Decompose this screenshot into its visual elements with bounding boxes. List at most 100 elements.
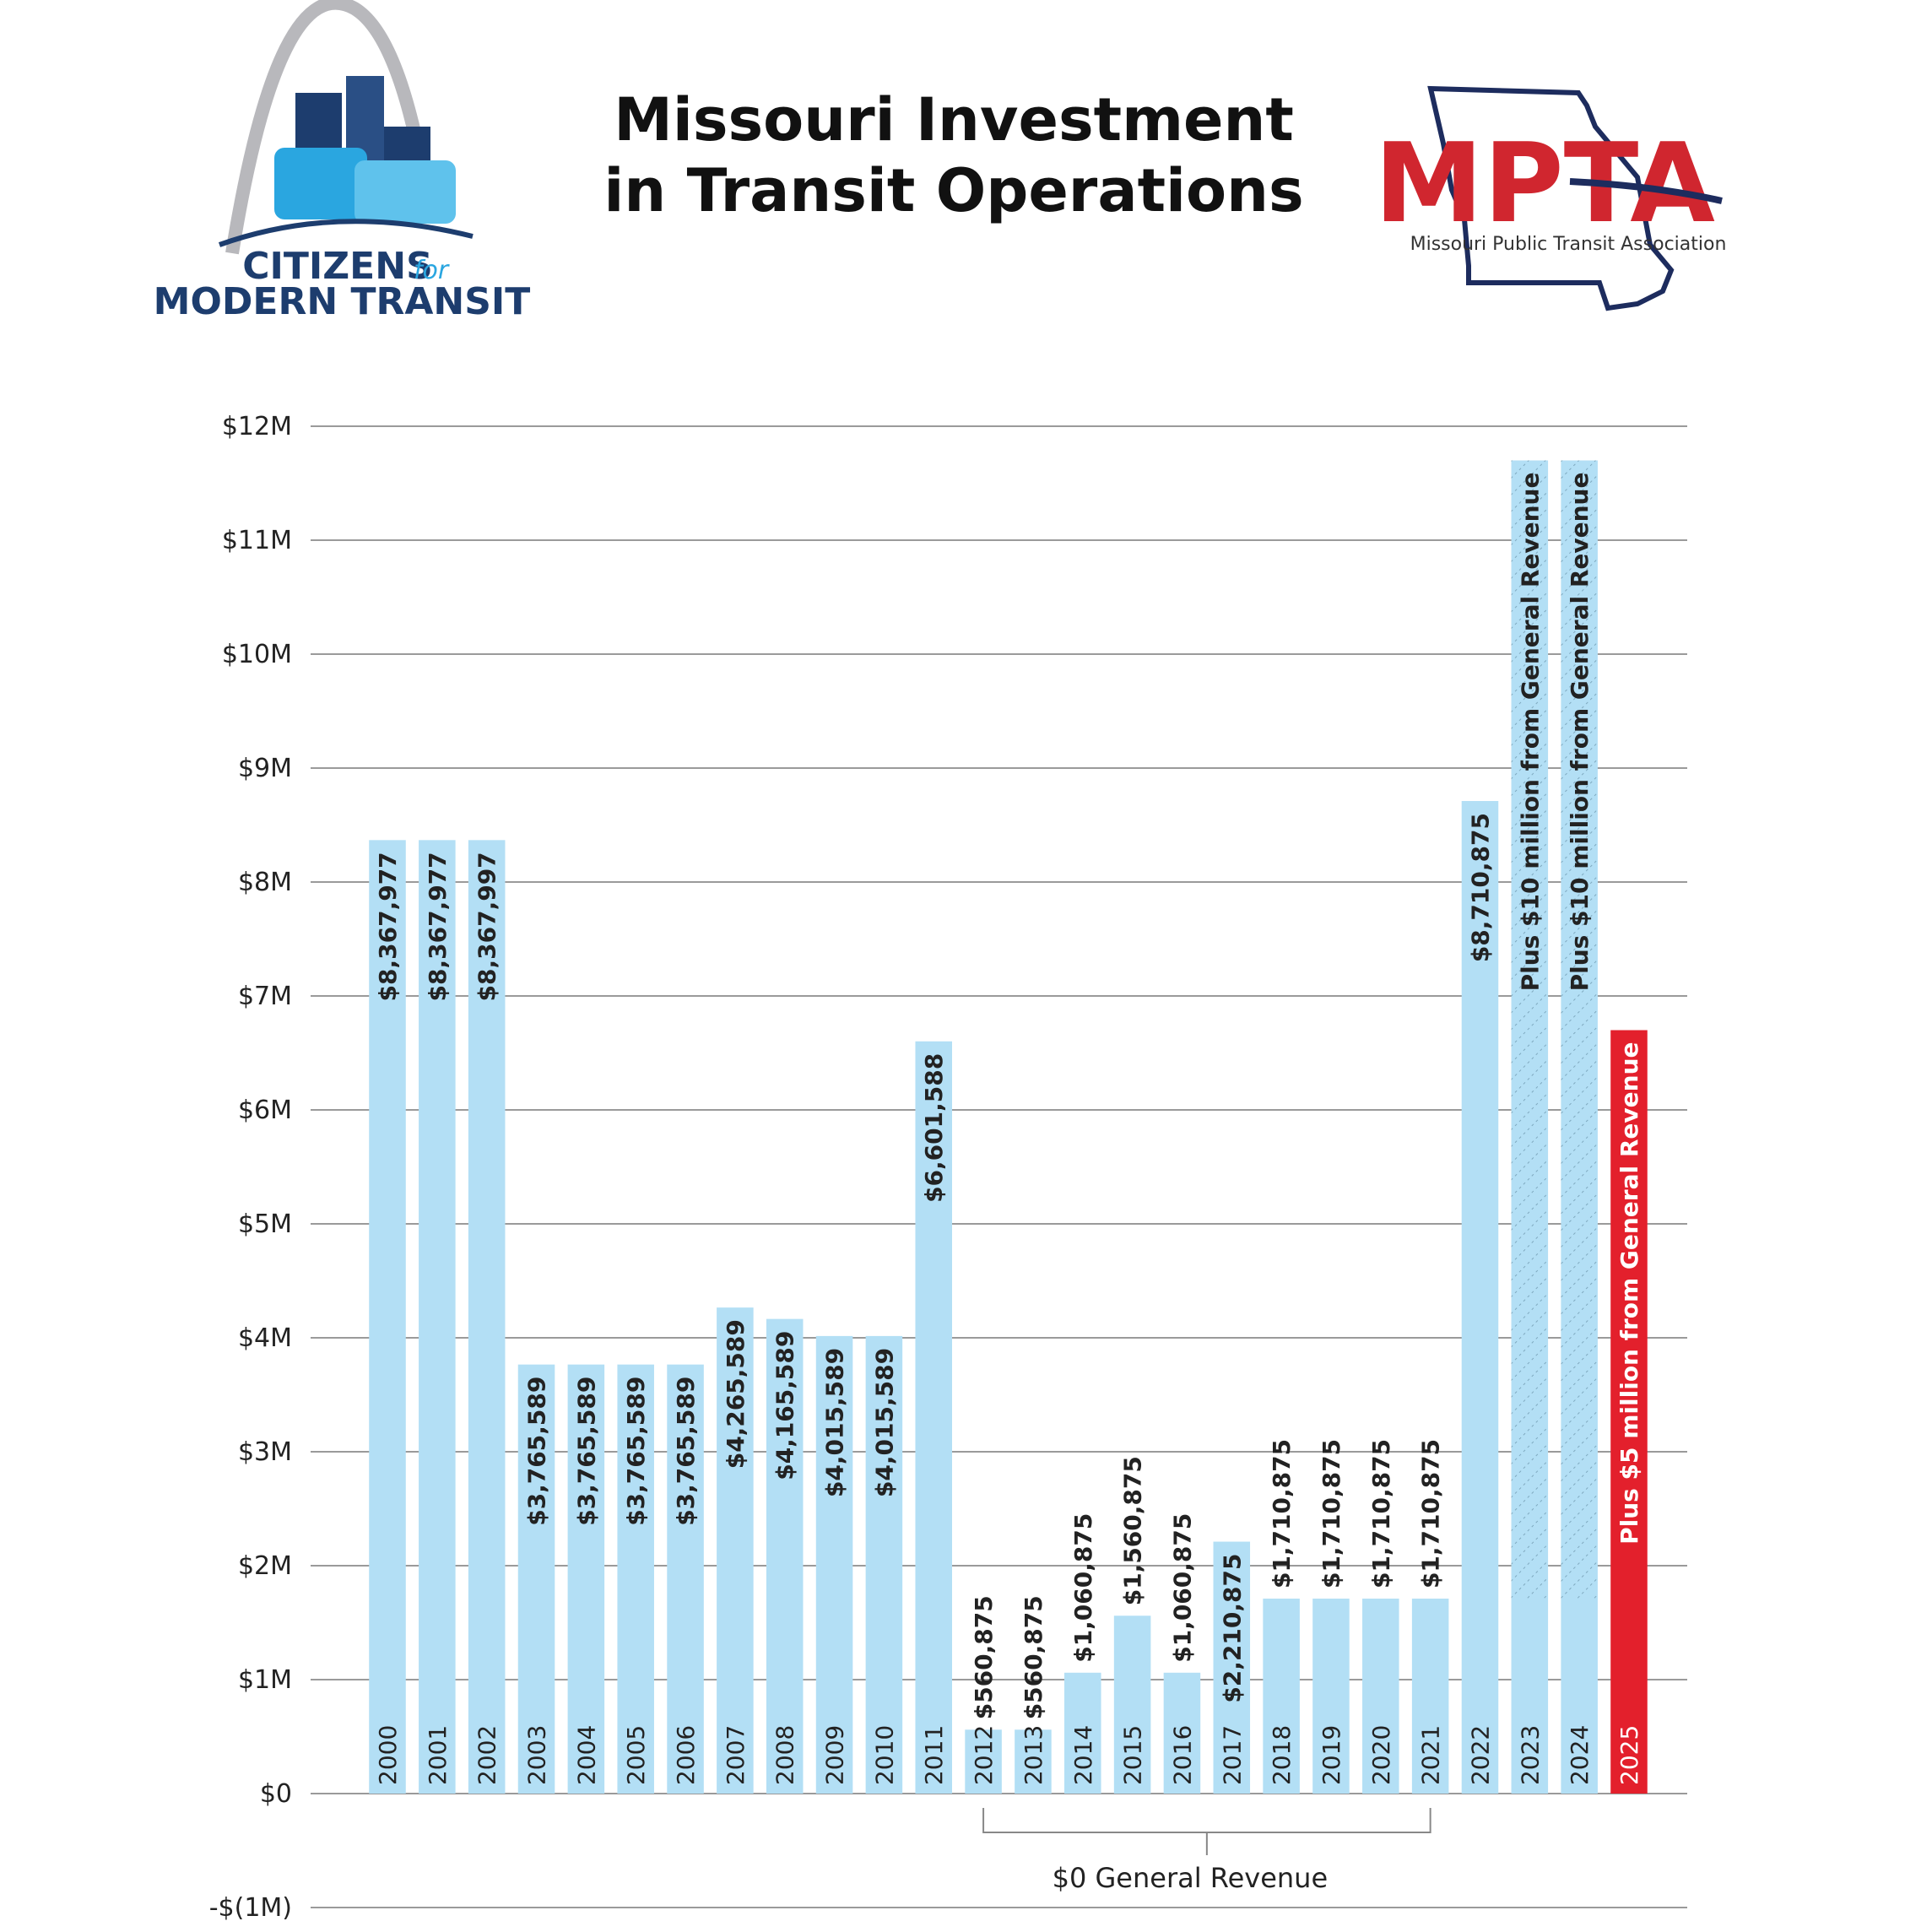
bar: [617, 1364, 654, 1794]
value-label: $4,015,589: [870, 1348, 898, 1497]
value-label: $1,710,875: [1417, 1439, 1445, 1588]
value-label: Plus $10 million from General Revenue: [1566, 473, 1594, 992]
right-logo: MPTA Missouri Public Transit Association: [1374, 85, 1727, 311]
x-tick-label: 2019: [1318, 1725, 1345, 1785]
x-tick-label: 2018: [1268, 1725, 1296, 1785]
bar: [1312, 1599, 1350, 1794]
bar: [369, 840, 406, 1794]
bar: [1411, 1599, 1449, 1794]
logo-text: MPTA: [1374, 119, 1715, 247]
y-tick-label: $4M: [238, 1323, 292, 1353]
value-label: $4,015,589: [821, 1348, 849, 1497]
bar: [1163, 1672, 1201, 1794]
value-label: $4,265,589: [722, 1319, 750, 1469]
x-tick-label: 2020: [1367, 1725, 1395, 1785]
bar: [468, 840, 506, 1794]
bar: [717, 1307, 754, 1794]
value-label: $4,165,589: [771, 1331, 799, 1480]
value-label: $1,560,875: [1119, 1456, 1147, 1605]
value-label: $8,710,875: [1466, 813, 1494, 962]
x-tick-label: 2010: [870, 1725, 898, 1785]
y-tick-label: $0: [260, 1779, 292, 1809]
y-tick-label: $6M: [238, 1096, 292, 1125]
bar: [1113, 1615, 1151, 1794]
bar-segment: [1561, 460, 1598, 1600]
y-tick-label: $2M: [238, 1551, 292, 1581]
bar: [766, 1318, 804, 1794]
x-tick-label: 2011: [920, 1725, 948, 1785]
y-tick-label: $1M: [238, 1665, 292, 1695]
bar: [1362, 1599, 1399, 1794]
y-tick-label: $10M: [222, 640, 292, 669]
value-label: $1,710,875: [1318, 1439, 1345, 1588]
bar: [1213, 1541, 1251, 1794]
annotation: $0 General Revenue: [1053, 1862, 1329, 1894]
y-tick-label: -$(1M): [209, 1893, 292, 1923]
bar: [1063, 1672, 1101, 1794]
bar: [815, 1335, 853, 1794]
x-tick-label: 2007: [722, 1725, 750, 1785]
x-tick-label: 2022: [1466, 1725, 1494, 1785]
y-tick-label: $9M: [238, 754, 292, 783]
bracket: [982, 1808, 1431, 1855]
chart-title: Missouri Investment in Transit Operation…: [603, 85, 1304, 225]
value-label: $560,875: [1020, 1595, 1047, 1719]
x-tick-label: 2013: [1020, 1725, 1047, 1785]
x-tick-label: 2003: [523, 1725, 551, 1785]
x-tick-label: 2012: [970, 1725, 998, 1785]
x-tick-label: 2002: [474, 1725, 501, 1785]
x-tick-label: 2015: [1119, 1725, 1147, 1785]
bar: [1511, 1599, 1549, 1794]
value-label: $8,367,977: [374, 852, 402, 1001]
x-tick-label: 2004: [572, 1725, 600, 1785]
y-tick-label: $12M: [222, 412, 292, 441]
y-tick-label: $3M: [238, 1437, 292, 1467]
value-label: $1,710,875: [1367, 1439, 1395, 1588]
value-label: $3,765,589: [622, 1377, 650, 1526]
bar: [1610, 1599, 1648, 1794]
bar-segment: [1511, 460, 1549, 1600]
value-label: $1,060,875: [1168, 1513, 1196, 1663]
value-label: $1,710,875: [1268, 1439, 1296, 1588]
bar: [965, 1729, 1002, 1794]
y-tick-label: $8M: [238, 868, 292, 897]
logo-text: Missouri Public Transit Association: [1410, 234, 1727, 255]
x-tick-label: 2025: [1615, 1725, 1643, 1785]
bar: [517, 1364, 555, 1794]
logo-text: for: [414, 256, 450, 285]
left-logo: CITIZENS for MODERN TRANSIT: [154, 0, 530, 323]
value-label: $560,875: [970, 1595, 998, 1719]
value-label: Plus $10 million from General Revenue: [1516, 472, 1544, 991]
value-label: $3,765,589: [523, 1377, 551, 1526]
y-tick-label: $11M: [222, 526, 292, 555]
x-tick-label: 2008: [771, 1725, 799, 1785]
y-tick-label: $7M: [238, 982, 292, 1011]
bar: [1015, 1729, 1052, 1794]
value-label: $1,060,875: [1069, 1513, 1097, 1663]
bar: [1263, 1599, 1300, 1794]
x-tick-label: 2001: [424, 1725, 452, 1785]
bar: [1561, 1599, 1598, 1794]
x-tick-label: 2005: [622, 1725, 650, 1785]
bar: [1461, 801, 1499, 1794]
x-tick-label: 2024: [1566, 1725, 1594, 1785]
x-tick-label: 2006: [672, 1725, 700, 1785]
bar: [865, 1335, 903, 1794]
value-label: $6,601,588: [920, 1053, 948, 1203]
x-tick-label: 2023: [1516, 1725, 1544, 1785]
bar: [419, 840, 456, 1794]
bar: [915, 1041, 953, 1794]
bar-segment: [1610, 1030, 1648, 1600]
value-label: $3,765,589: [672, 1377, 700, 1526]
value-label: $2,210,875: [1218, 1554, 1246, 1703]
logo-text: CITIZENS: [242, 245, 433, 288]
x-tick-label: 2017: [1218, 1725, 1246, 1785]
value-label: Plus $5 million from General Revenue: [1615, 1042, 1643, 1545]
x-tick-label: 2016: [1168, 1725, 1196, 1785]
x-tick-label: 2009: [821, 1725, 849, 1785]
value-label: $8,367,997: [474, 852, 501, 1001]
bar: [567, 1364, 605, 1794]
x-tick-label: 2000: [374, 1725, 402, 1785]
